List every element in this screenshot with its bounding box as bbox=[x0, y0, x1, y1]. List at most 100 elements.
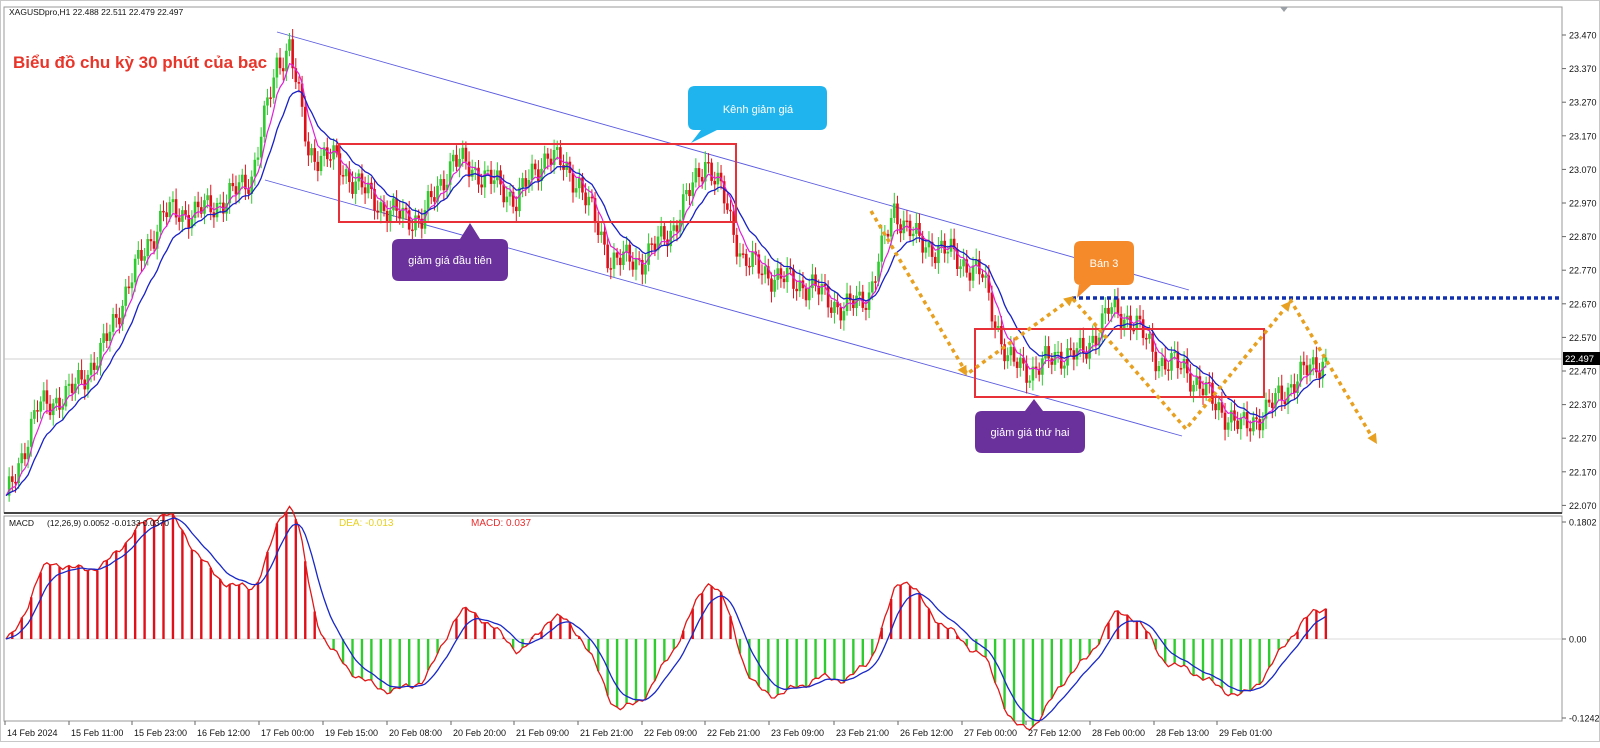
macd-histogram-bar bbox=[219, 579, 221, 639]
candle-body bbox=[827, 286, 830, 307]
candle-body bbox=[1227, 422, 1230, 429]
candle-body bbox=[912, 234, 915, 236]
candle-body bbox=[1028, 381, 1031, 383]
candle-body bbox=[1325, 358, 1328, 362]
range-box-first bbox=[339, 144, 736, 222]
macd-histogram-bar bbox=[39, 572, 41, 639]
candle-body bbox=[805, 288, 808, 300]
candle-body bbox=[1010, 347, 1013, 355]
macd-histogram-bar bbox=[1202, 639, 1204, 680]
candle-body bbox=[893, 204, 896, 218]
symbol-header: XAGUSDpro,H1 22.488 22.511 22.479 22.497 bbox=[9, 7, 183, 17]
time-tick-label: 27 Feb 00:00 bbox=[964, 728, 1017, 738]
candle-body bbox=[162, 211, 165, 213]
candle-body bbox=[515, 207, 518, 211]
candle-body bbox=[543, 154, 546, 169]
time-tick-label: 21 Feb 21:00 bbox=[580, 728, 633, 738]
candle-body bbox=[518, 188, 521, 212]
candle-body bbox=[326, 147, 329, 159]
candle-body bbox=[1129, 316, 1132, 330]
candle-body bbox=[688, 190, 691, 196]
candle-body bbox=[1255, 417, 1258, 419]
candle-body bbox=[1280, 386, 1283, 401]
macd-histogram-bar bbox=[1268, 639, 1270, 667]
candle-body bbox=[55, 398, 58, 404]
macd-histogram-bar bbox=[635, 639, 637, 702]
candle-body bbox=[178, 217, 181, 221]
candle-body bbox=[572, 173, 575, 193]
candle-body bbox=[20, 453, 23, 463]
macd-histogram-bar bbox=[805, 639, 807, 687]
candle-body bbox=[880, 236, 883, 262]
candle-body bbox=[24, 453, 27, 459]
candle-body bbox=[1268, 400, 1271, 403]
chart-shift-icon[interactable] bbox=[1280, 7, 1288, 12]
macd-histogram-bar bbox=[238, 585, 240, 639]
candle-body bbox=[685, 190, 688, 194]
candle-body bbox=[102, 333, 105, 343]
candle-body bbox=[865, 308, 868, 310]
price-tick-label: 23.370 bbox=[1569, 64, 1597, 74]
candle-body bbox=[1312, 357, 1315, 364]
candle-body bbox=[1073, 350, 1076, 359]
time-tick-label: 28 Feb 00:00 bbox=[1092, 728, 1145, 738]
candle-body bbox=[93, 363, 96, 370]
macd-name: MACD bbox=[9, 518, 34, 528]
candle-body bbox=[984, 276, 987, 278]
candle-body bbox=[1202, 389, 1205, 395]
candle-body bbox=[783, 279, 786, 282]
candle-body bbox=[761, 274, 764, 276]
candle-body bbox=[502, 184, 505, 202]
candle-body bbox=[1299, 362, 1302, 382]
candle-body bbox=[764, 266, 767, 274]
macd-tick-label: -0.1242 bbox=[1569, 714, 1600, 724]
chart-title: Biểu đồ chu kỳ 30 phút của bạc bbox=[13, 53, 267, 72]
candle-body bbox=[887, 234, 890, 237]
candle-body bbox=[635, 258, 638, 269]
macd-histogram-bar bbox=[408, 639, 410, 686]
macd-histogram-bar bbox=[389, 639, 391, 693]
candle-body bbox=[219, 203, 222, 205]
candle-body bbox=[291, 39, 294, 68]
callout-sell-text: Bán 3 bbox=[1090, 258, 1119, 270]
macd-histogram-bar bbox=[918, 593, 920, 639]
time-tick-label: 22 Feb 09:00 bbox=[644, 728, 697, 738]
candle-body bbox=[131, 282, 134, 288]
time-tick-label: 17 Feb 00:00 bbox=[261, 728, 314, 738]
macd-histogram-bar bbox=[493, 628, 495, 639]
candle-body bbox=[33, 410, 36, 419]
candle-body bbox=[509, 192, 512, 197]
candle-body bbox=[729, 210, 732, 212]
candle-body bbox=[298, 82, 301, 84]
candle-body bbox=[619, 258, 622, 265]
candle-body bbox=[354, 181, 357, 193]
time-tick-label: 20 Feb 08:00 bbox=[389, 728, 442, 738]
candle-body bbox=[603, 232, 606, 245]
candle-body bbox=[288, 39, 291, 51]
candle-body bbox=[282, 68, 285, 71]
price-tick-label: 22.470 bbox=[1569, 367, 1597, 377]
macd-histogram-bar bbox=[77, 565, 79, 639]
candle-body bbox=[140, 250, 143, 261]
candle-body bbox=[266, 97, 269, 105]
candle-body bbox=[647, 243, 650, 264]
macd-histogram-bar bbox=[824, 639, 826, 673]
candle-body bbox=[150, 239, 153, 241]
price-tick-label: 22.870 bbox=[1569, 232, 1597, 242]
candle-body bbox=[1170, 353, 1173, 371]
ma-slow-line bbox=[6, 91, 1326, 496]
macd-histogram-bar bbox=[266, 552, 268, 639]
macd-histogram-bar bbox=[427, 639, 429, 670]
macd-histogram-bar bbox=[795, 639, 797, 688]
candle-body bbox=[1079, 338, 1082, 348]
candle-body bbox=[896, 204, 899, 225]
candle-body bbox=[994, 321, 997, 327]
macd-histogram-bar bbox=[1051, 639, 1053, 699]
macd-histogram-bar bbox=[295, 519, 297, 639]
candle-body bbox=[313, 148, 316, 162]
candle-body bbox=[317, 162, 320, 171]
macd-histogram-bar bbox=[975, 639, 977, 651]
